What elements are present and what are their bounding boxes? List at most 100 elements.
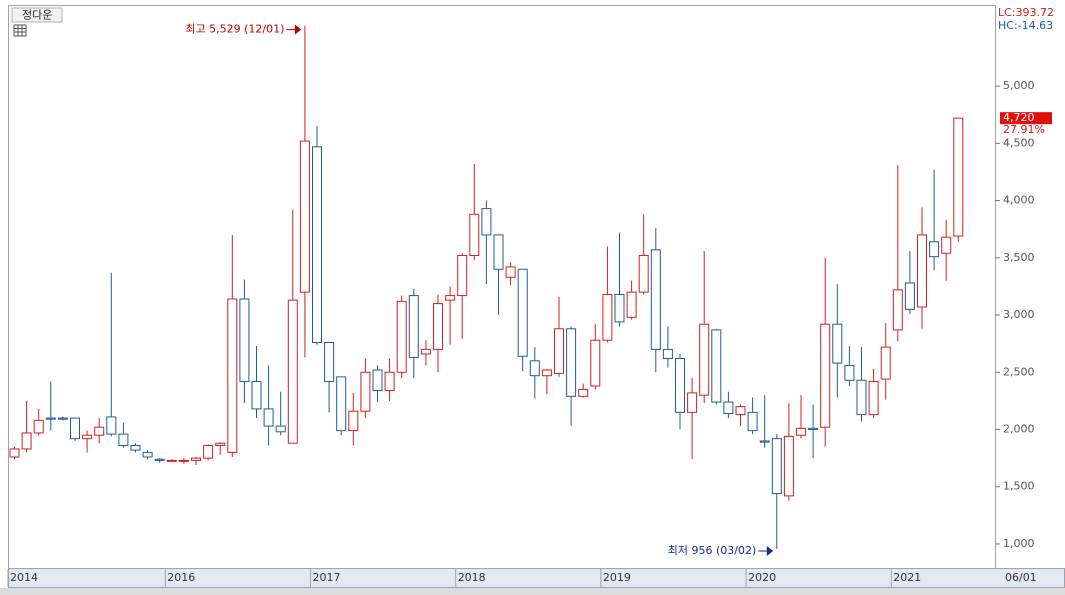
y-tick-label: 3,000 xyxy=(1003,308,1035,321)
candle-body xyxy=(191,457,201,461)
y-tick-label: 1,500 xyxy=(1003,480,1035,493)
last-price-label: 4,720 xyxy=(1003,111,1035,124)
table-icon[interactable] xyxy=(13,24,27,37)
candle-body xyxy=(420,348,431,355)
candle-body xyxy=(917,234,927,308)
candle-body xyxy=(820,323,831,428)
candle-body xyxy=(493,234,504,270)
candle-body xyxy=(457,255,468,297)
x-tick-label: 2021 xyxy=(893,571,921,584)
candle-body xyxy=(469,213,480,257)
candle-body xyxy=(9,448,20,458)
y-tick-label: 2,000 xyxy=(1003,423,1035,436)
candle-body xyxy=(771,438,782,495)
x-tick-label: 2020 xyxy=(748,571,776,584)
x-tick-label: 2019 xyxy=(603,571,631,584)
candle-body xyxy=(299,140,310,293)
candle-body xyxy=(348,410,359,432)
candle-body xyxy=(711,329,722,403)
candle-body xyxy=(675,358,685,413)
candle-body xyxy=(57,417,68,420)
candle-body xyxy=(856,379,867,416)
x-tick-label: 2016 xyxy=(167,571,195,584)
candle-body xyxy=(929,241,940,258)
candle-body xyxy=(154,458,165,461)
candle-body xyxy=(844,364,855,381)
candle-body xyxy=(263,408,274,427)
candle-body xyxy=(118,433,129,447)
candle-body xyxy=(638,255,649,293)
candle-body xyxy=(517,268,528,357)
chart-title: 정다운 xyxy=(22,9,52,22)
y-tick-label: 1,000 xyxy=(1003,537,1035,550)
candle-body xyxy=(215,442,226,447)
candle-body xyxy=(178,459,189,462)
candle-body xyxy=(227,298,238,453)
hc-label: HC:-14.63 xyxy=(998,19,1053,32)
candle-body xyxy=(70,417,80,440)
candle-body xyxy=(699,323,710,396)
candle-body xyxy=(312,146,322,344)
lc-label: LC:393.72 xyxy=(998,6,1054,19)
candle-body xyxy=(650,249,661,350)
candle-body xyxy=(783,435,794,497)
low-arrow xyxy=(758,545,774,557)
candle-body xyxy=(239,298,250,382)
x-tick-label: 2018 xyxy=(458,571,486,584)
candle-body xyxy=(892,289,903,331)
candle-body xyxy=(723,401,734,414)
candle-body xyxy=(602,293,613,341)
candle-body xyxy=(203,445,214,459)
x-tick-label: 2017 xyxy=(313,571,341,584)
y-tick-label: 2,500 xyxy=(1003,365,1035,378)
candle-body xyxy=(832,323,843,364)
candle-body xyxy=(130,445,141,451)
candle-body xyxy=(251,380,262,410)
candle-body xyxy=(82,434,93,440)
candle-body xyxy=(33,419,44,434)
candle-body xyxy=(578,388,589,397)
candle-body xyxy=(360,371,371,412)
y-tick-label: 4,000 xyxy=(1003,194,1035,207)
last-price-box xyxy=(1000,112,1052,125)
scrollbar[interactable] xyxy=(0,588,1065,595)
candle-body xyxy=(396,300,407,373)
candle-body xyxy=(287,299,298,444)
candle-body xyxy=(106,416,117,435)
candle-body xyxy=(880,346,891,380)
candle-body xyxy=(735,406,746,416)
title-box[interactable] xyxy=(11,7,63,23)
candle-body xyxy=(796,427,806,436)
candle-body xyxy=(541,369,552,377)
y-tick-label: 5,000 xyxy=(1003,79,1035,92)
candle-body xyxy=(626,291,637,318)
candle-body xyxy=(433,303,443,350)
candle-body xyxy=(384,371,395,392)
candle-body xyxy=(275,425,286,433)
candle-body xyxy=(505,266,516,278)
candle-body xyxy=(868,380,879,416)
plot-frame xyxy=(8,5,996,569)
candle-body xyxy=(529,360,540,377)
candle-body xyxy=(662,348,673,360)
candle-body xyxy=(747,411,758,432)
candle-body xyxy=(408,295,419,358)
candle-body xyxy=(324,342,335,382)
candle-body xyxy=(590,339,601,387)
change-label: 27.91% xyxy=(1003,123,1045,136)
candle-body xyxy=(445,295,456,301)
candle-body xyxy=(941,236,952,254)
candle-body xyxy=(687,392,698,413)
y-tick-label: 3,500 xyxy=(1003,251,1035,264)
candle-body xyxy=(45,417,56,420)
candle-body xyxy=(808,427,819,431)
candle-body xyxy=(953,117,964,237)
high-annotation: 최고 5,529 (12/01) xyxy=(185,23,284,36)
candle-body xyxy=(904,282,915,310)
candle-body xyxy=(142,451,153,458)
candle-body xyxy=(614,293,625,323)
high-arrow xyxy=(286,24,302,35)
candle-body xyxy=(481,208,492,236)
